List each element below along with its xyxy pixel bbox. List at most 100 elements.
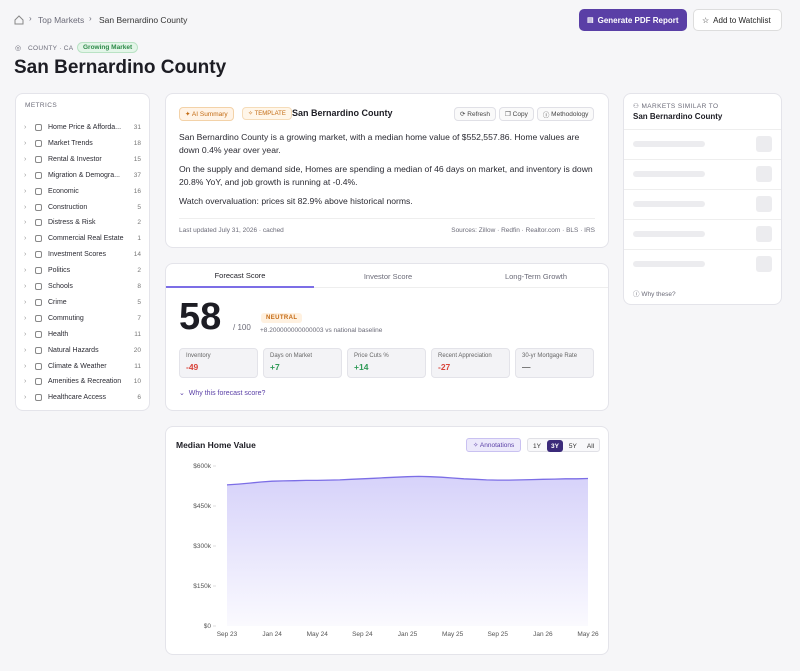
breadcrumb-current: San Bernardino County bbox=[99, 15, 188, 25]
score-value: 58 bbox=[179, 296, 222, 338]
x-tick-label: Jan 26 bbox=[533, 631, 553, 638]
divider bbox=[179, 218, 595, 219]
metric-label: Market Trends bbox=[48, 139, 93, 147]
home-icon[interactable] bbox=[14, 15, 24, 25]
metric-count: 10 bbox=[133, 378, 141, 386]
metric-count: 5 bbox=[137, 203, 141, 211]
summary-title: San Bernardino County bbox=[292, 108, 393, 118]
methodology-button[interactable]: ⓘ Methodology bbox=[536, 107, 595, 121]
metric-count: 31 bbox=[133, 124, 141, 131]
tab[interactable]: Investor Score bbox=[363, 271, 413, 281]
metric-row[interactable]: › Market Trends 18 bbox=[24, 136, 141, 151]
metric-row[interactable]: › Crime 5 bbox=[24, 295, 141, 310]
paragraph: On the supply and demand side, Homes are… bbox=[179, 164, 593, 187]
breadcrumb-link[interactable]: Top Markets bbox=[38, 15, 85, 25]
tab-bar bbox=[166, 264, 608, 288]
sources-note: Sources: Zillow · Redfin · Realtor.com ·… bbox=[451, 227, 595, 234]
range-button[interactable]: 3Y bbox=[546, 440, 563, 452]
chevron: › bbox=[24, 362, 27, 370]
metric-icon bbox=[35, 378, 42, 386]
metric-row[interactable]: › Commercial Real Estate 1 bbox=[24, 231, 141, 246]
x-tick-label: May 26 bbox=[577, 631, 599, 638]
metric-count: 1 bbox=[137, 235, 141, 243]
metric-row[interactable]: › Migration & Demogra... 37 bbox=[24, 168, 141, 183]
refresh-button[interactable]: ⟳ Refresh bbox=[454, 107, 497, 121]
button-label: Annotations bbox=[479, 442, 515, 449]
skeleton bbox=[633, 141, 705, 147]
tab[interactable]: Long-Term Growth bbox=[504, 271, 568, 281]
paragraph: Watch overvaluation: prices sit 82.9% ab… bbox=[179, 196, 413, 206]
metric-row[interactable]: › Schools 8 bbox=[24, 279, 141, 294]
skeleton bbox=[756, 136, 772, 152]
metric-row[interactable]: › Construction 5 bbox=[24, 200, 141, 215]
range-button[interactable]: 1Y bbox=[533, 442, 541, 450]
chevron: › bbox=[24, 394, 27, 402]
panel-title: San Bernardino County bbox=[633, 112, 723, 121]
stat-value: -49 bbox=[186, 362, 199, 372]
metric-icon bbox=[35, 235, 42, 243]
x-tick-label: Sep 25 bbox=[487, 631, 508, 638]
metric-icon bbox=[35, 362, 42, 370]
metric-icon bbox=[35, 187, 42, 195]
stat-label: Price Cuts % bbox=[354, 353, 389, 359]
metric-row[interactable]: › Home Price & Afforda... 31 bbox=[24, 120, 141, 135]
metric-row[interactable]: › Climate & Weather 11 bbox=[24, 359, 141, 374]
stat-value: +7 bbox=[270, 362, 280, 372]
metric-icon bbox=[35, 219, 42, 227]
metric-label: Schools bbox=[48, 283, 73, 290]
range-button[interactable]: All bbox=[586, 442, 595, 450]
chip-label: Refresh bbox=[467, 110, 491, 118]
metric-label: Commercial Real Estate bbox=[48, 235, 124, 243]
metric-icon bbox=[35, 171, 42, 179]
updated-note: Last updated July 31, 2026 · cached bbox=[179, 227, 284, 234]
chevron: › bbox=[24, 219, 27, 227]
pin-icon: ◎ bbox=[15, 45, 22, 52]
stat-label: Inventory bbox=[186, 353, 211, 359]
metric-row[interactable]: › Amenities & Recreation 10 bbox=[24, 374, 141, 389]
chevron: › bbox=[24, 330, 27, 338]
metric-count: 15 bbox=[133, 155, 141, 163]
metric-row[interactable]: › Rental & Investor 15 bbox=[24, 152, 141, 167]
chevron: › bbox=[24, 155, 27, 163]
metric-label: Economic bbox=[48, 187, 79, 195]
annotations-button[interactable]: ✧ Annotations bbox=[466, 438, 522, 452]
metric-row[interactable]: › Natural Hazards 20 bbox=[24, 343, 141, 358]
metric-count: 14 bbox=[133, 251, 141, 259]
range-selector: 1Y 3Y 5Y All bbox=[527, 438, 601, 452]
metric-label: Rental & Investor bbox=[48, 155, 102, 163]
metric-row[interactable]: › Healthcare Access 6 bbox=[24, 390, 141, 405]
heading-text: MARKETS SIMILAR TO bbox=[641, 103, 719, 110]
x-tick-label: May 24 bbox=[307, 631, 329, 638]
metric-row[interactable]: › Distress & Risk 2 bbox=[24, 215, 141, 230]
tab-active[interactable]: Forecast Score bbox=[166, 264, 314, 288]
metric-row[interactable]: › Health 11 bbox=[24, 327, 141, 342]
watchlist-button[interactable]: ☆ Add to Watchlist bbox=[693, 9, 782, 31]
y-tick-label: $600k bbox=[193, 463, 211, 470]
metric-label: Amenities & Recreation bbox=[48, 378, 122, 386]
chevron: › bbox=[24, 235, 27, 243]
copy-button[interactable]: ❐ Copy bbox=[499, 107, 534, 121]
metric-count: 5 bbox=[137, 298, 141, 306]
divider bbox=[624, 219, 781, 220]
y-tick-label: $450k bbox=[193, 503, 211, 510]
pdf-button[interactable]: ▤ Generate PDF Report bbox=[579, 9, 687, 31]
metric-row[interactable]: › Investment Scores 14 bbox=[24, 247, 141, 262]
metric-row[interactable]: › Politics 2 bbox=[24, 263, 141, 278]
metric-count: 16 bbox=[133, 187, 141, 195]
divider bbox=[624, 189, 781, 190]
metric-label: Construction bbox=[48, 203, 88, 211]
why-link[interactable]: ⌄ Why this forecast score? bbox=[179, 390, 266, 397]
metric-row[interactable]: › Commuting 7 bbox=[24, 311, 141, 326]
chevron: › bbox=[24, 187, 27, 195]
metric-row[interactable]: › Economic 16 bbox=[24, 184, 141, 199]
metric-icon bbox=[35, 155, 42, 163]
panel-heading: METRICS bbox=[25, 102, 58, 109]
why-link[interactable]: ⓘ Why these? bbox=[633, 291, 676, 298]
score-card: Forecast Score Investor Score Long-Term … bbox=[165, 263, 609, 411]
paragraph: San Bernardino County is a growing marke… bbox=[179, 132, 580, 155]
range-button[interactable]: 5Y bbox=[568, 442, 577, 450]
chevron: › bbox=[24, 203, 27, 211]
chevron: › bbox=[24, 378, 27, 386]
x-tick-label: Jan 24 bbox=[262, 631, 282, 638]
x-tick-label: Sep 24 bbox=[352, 631, 373, 638]
